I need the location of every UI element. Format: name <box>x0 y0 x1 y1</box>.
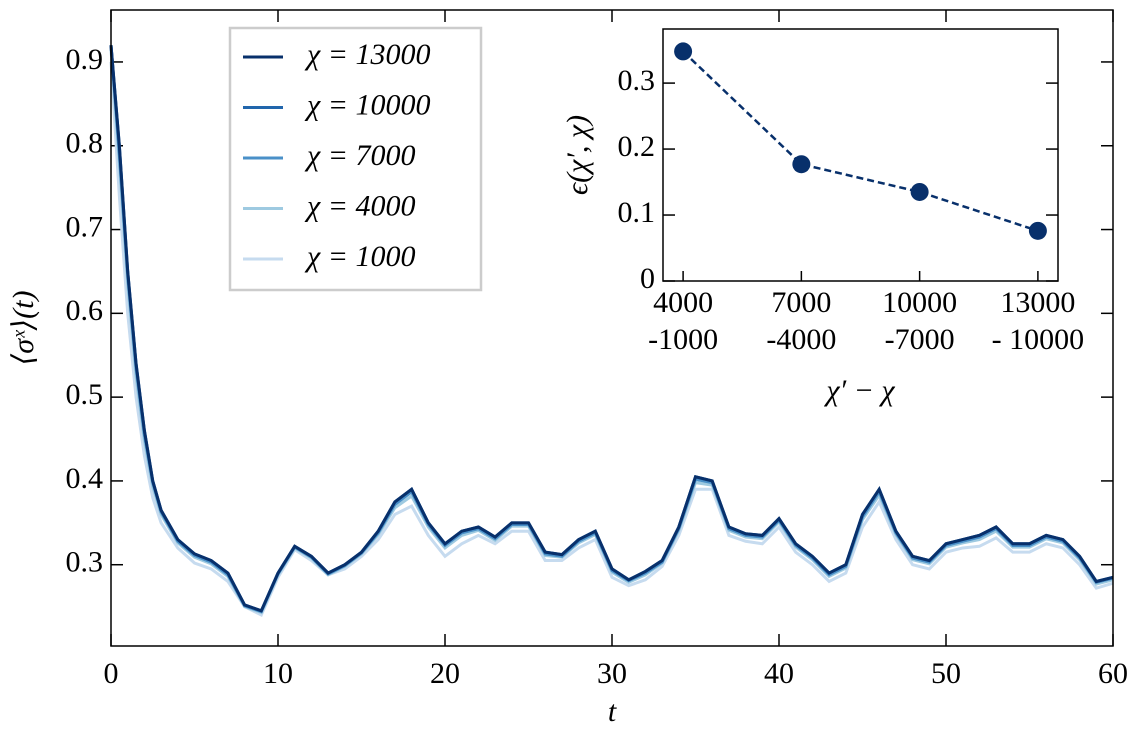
x-tick-label: -4000 <box>766 323 836 356</box>
x-tick-label: 40 <box>764 657 794 690</box>
y-tick-label: 0.8 <box>66 127 104 160</box>
y-tick-label: 0.7 <box>66 210 104 243</box>
x-tick-label: 50 <box>931 657 961 690</box>
x-tick-label: 10 <box>263 657 293 690</box>
y-axis-label: ⟨σˣ⟩(t) <box>7 291 40 366</box>
y-tick-label: 0 <box>640 262 655 295</box>
x-tick-label: 20 <box>430 657 460 690</box>
legend: χ = 13000 χ = 10000 χ = 7000 χ = 4000 χ = 10… <box>228 26 483 292</box>
legend-label: χ = 7000 <box>304 139 415 172</box>
legend-label: χ = 4000 <box>304 189 415 222</box>
y-tick-label: 0.2 <box>618 130 656 163</box>
y-axis-label: ϵ(χ′, χ) <box>561 115 594 195</box>
x-tick-label: 4000 <box>653 286 713 319</box>
axes-frame <box>110 9 1114 647</box>
x-tick-label: 30 <box>597 657 627 690</box>
marker <box>1028 221 1047 240</box>
x-axis-label: χ′ − χ <box>823 374 895 407</box>
x-tick-label: 60 <box>1098 657 1128 690</box>
series-line <box>682 50 1039 233</box>
legend-label: χ = 1000 <box>304 240 415 273</box>
x-tick-label: - 10000 <box>992 323 1085 356</box>
x-axis-label: t <box>608 695 617 728</box>
y-tick-label: 0.3 <box>66 546 104 579</box>
marker <box>910 182 929 201</box>
y-tick-label: 0.5 <box>66 378 104 411</box>
marker <box>674 42 693 61</box>
y-tick-label: 0.9 <box>66 43 104 76</box>
x-tick-label: -7000 <box>885 323 955 356</box>
legend-label: χ = 13000 <box>304 38 430 71</box>
x-tick-label: 7000 <box>771 286 831 319</box>
legend-label: χ = 10000 <box>304 88 430 121</box>
y-tick-label: 0.1 <box>618 196 656 229</box>
x-tick-label: 13000 <box>1000 286 1075 319</box>
x-tick-label: 0 <box>104 657 119 690</box>
marker <box>792 155 811 174</box>
x-tick-label: 10000 <box>882 286 957 319</box>
axes-frame <box>662 28 1059 282</box>
y-tick-label: 0.4 <box>66 462 104 495</box>
y-tick-label: 0.6 <box>66 294 104 327</box>
y-tick-label: 0.3 <box>618 64 656 97</box>
x-tick-label: -1000 <box>648 323 718 356</box>
series-line <box>109 45 1114 613</box>
plot-area <box>663 29 1058 281</box>
